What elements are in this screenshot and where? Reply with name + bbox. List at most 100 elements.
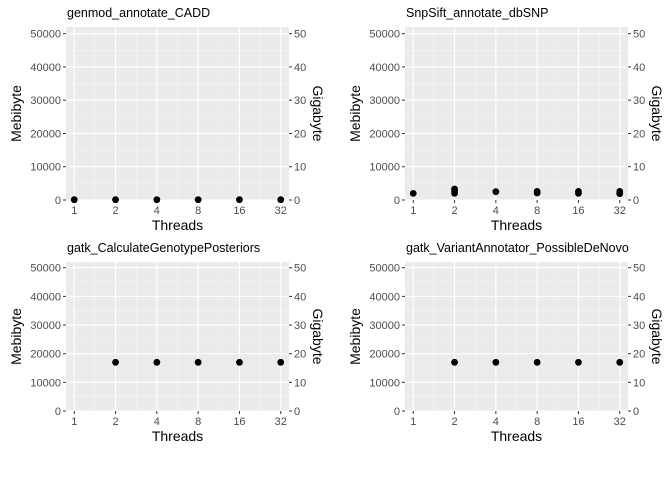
y-tick-label: 20000 xyxy=(30,349,61,361)
data-point xyxy=(277,358,285,366)
data-point xyxy=(616,358,624,366)
y-tick-label: 50000 xyxy=(369,263,400,275)
data-point xyxy=(194,358,202,366)
data-point xyxy=(533,358,541,366)
y2-tick-label: 10 xyxy=(633,377,645,389)
y2-axis-title: Gigabyte xyxy=(649,85,665,141)
y2-tick-label: 0 xyxy=(633,195,639,207)
y-axis-title: Mebibyte xyxy=(8,308,24,365)
y2-tick-label: 30 xyxy=(294,95,306,107)
panel-title: gatk_CalculateGenotypePosteriors xyxy=(67,241,260,255)
y-tick-label: 40000 xyxy=(30,291,61,303)
y2-tick-label: 40 xyxy=(294,291,306,303)
data-point xyxy=(533,187,541,195)
data-point xyxy=(236,196,243,204)
y2-tick-label: 50 xyxy=(633,263,645,275)
y-tick-label: 30000 xyxy=(369,320,400,332)
y-tick-label: 10000 xyxy=(30,377,61,389)
y-tick-label: 10000 xyxy=(369,377,400,389)
y2-tick-label: 20 xyxy=(294,349,306,361)
data-point xyxy=(409,189,417,197)
x-tick-label: 4 xyxy=(154,416,160,428)
y-tick-label: 10000 xyxy=(369,162,400,174)
data-point xyxy=(153,358,161,366)
y-tick-label: 0 xyxy=(55,195,61,207)
x-tick-label: 8 xyxy=(195,205,201,217)
data-point xyxy=(575,187,582,195)
x-tick-label: 8 xyxy=(195,416,201,428)
data-point xyxy=(277,196,285,204)
y-tick-label: 50000 xyxy=(30,263,61,275)
y2-tick-label: 40 xyxy=(294,62,306,74)
x-axis-title: Threads xyxy=(152,217,203,233)
chart-panel-2: SnpSift_annotate_dbSNP 1 2 4 8 16 32 0 10000 2000… xyxy=(347,6,665,233)
x-tick-label: 2 xyxy=(112,205,118,217)
x-axis-title: Threads xyxy=(152,428,203,444)
y-tick-label: 20000 xyxy=(30,128,61,140)
y-tick-label: 0 xyxy=(394,406,400,418)
y-tick-label: 30000 xyxy=(30,320,61,332)
data-point xyxy=(451,358,458,366)
chart-panel-1: genmod_annotate_CADD 1 2 4 8 16 32 0 10000 20000 3… xyxy=(8,6,326,233)
x-tick-label: 1 xyxy=(71,416,77,428)
data-point xyxy=(153,196,161,204)
y-tick-label: 20000 xyxy=(369,128,400,140)
y2-tick-label: 20 xyxy=(294,128,306,140)
data-point xyxy=(575,358,582,366)
x-axis-title: Threads xyxy=(491,428,542,444)
y2-tick-label: 20 xyxy=(633,349,645,361)
chart-panel-4: gatk_VariantAnnotator_PossibleDeNovo 1 2 4 8… xyxy=(347,241,665,444)
y-tick-label: 30000 xyxy=(369,95,400,107)
y2-axis-title: Gigabyte xyxy=(310,308,326,364)
y2-tick-label: 0 xyxy=(633,406,639,418)
y2-tick-label: 0 xyxy=(294,406,300,418)
y-tick-label: 50000 xyxy=(30,29,61,41)
x-tick-label: 4 xyxy=(154,205,160,217)
x-tick-label: 1 xyxy=(410,205,416,217)
x-tick-label: 4 xyxy=(493,416,499,428)
x-tick-label: 8 xyxy=(534,416,540,428)
x-tick-label: 16 xyxy=(572,416,584,428)
y-axis-title: Mebibyte xyxy=(8,85,24,142)
x-tick-label: 16 xyxy=(572,205,584,217)
x-tick-label: 16 xyxy=(233,205,245,217)
data-point xyxy=(236,358,243,366)
x-tick-label: 16 xyxy=(233,416,245,428)
x-tick-label: 32 xyxy=(275,416,287,428)
x-tick-label: 4 xyxy=(493,205,499,217)
data-point xyxy=(451,185,458,193)
y-tick-label: 40000 xyxy=(30,62,61,74)
y2-tick-label: 50 xyxy=(294,29,306,41)
x-tick-label: 2 xyxy=(112,416,118,428)
data-point xyxy=(492,188,500,196)
y2-tick-label: 30 xyxy=(633,95,645,107)
x-tick-label: 32 xyxy=(275,205,287,217)
x-tick-label: 8 xyxy=(534,205,540,217)
x-tick-label: 1 xyxy=(410,416,416,428)
y2-tick-label: 40 xyxy=(633,62,645,74)
y-tick-label: 20000 xyxy=(369,349,400,361)
data-point xyxy=(194,196,202,204)
y2-tick-label: 50 xyxy=(633,29,645,41)
y2-tick-label: 50 xyxy=(294,263,306,275)
y-tick-label: 40000 xyxy=(369,62,400,74)
panel-title: genmod_annotate_CADD xyxy=(67,6,210,20)
y-axis-title: Mebibyte xyxy=(347,308,363,365)
y2-tick-label: 30 xyxy=(294,320,306,332)
x-tick-label: 1 xyxy=(71,205,77,217)
data-point xyxy=(70,196,78,204)
x-tick-label: 2 xyxy=(451,416,457,428)
x-axis-title: Threads xyxy=(491,217,542,233)
y2-tick-label: 10 xyxy=(294,377,306,389)
y2-tick-label: 10 xyxy=(294,162,306,174)
data-point xyxy=(112,196,119,204)
y2-tick-label: 0 xyxy=(294,195,300,207)
y-tick-label: 50000 xyxy=(369,29,400,41)
y-tick-label: 10000 xyxy=(30,162,61,174)
y-axis-title: Mebibyte xyxy=(347,85,363,142)
y2-tick-label: 20 xyxy=(633,128,645,140)
y-tick-label: 30000 xyxy=(30,95,61,107)
y-tick-label: 0 xyxy=(394,195,400,207)
x-tick-label: 32 xyxy=(614,416,626,428)
